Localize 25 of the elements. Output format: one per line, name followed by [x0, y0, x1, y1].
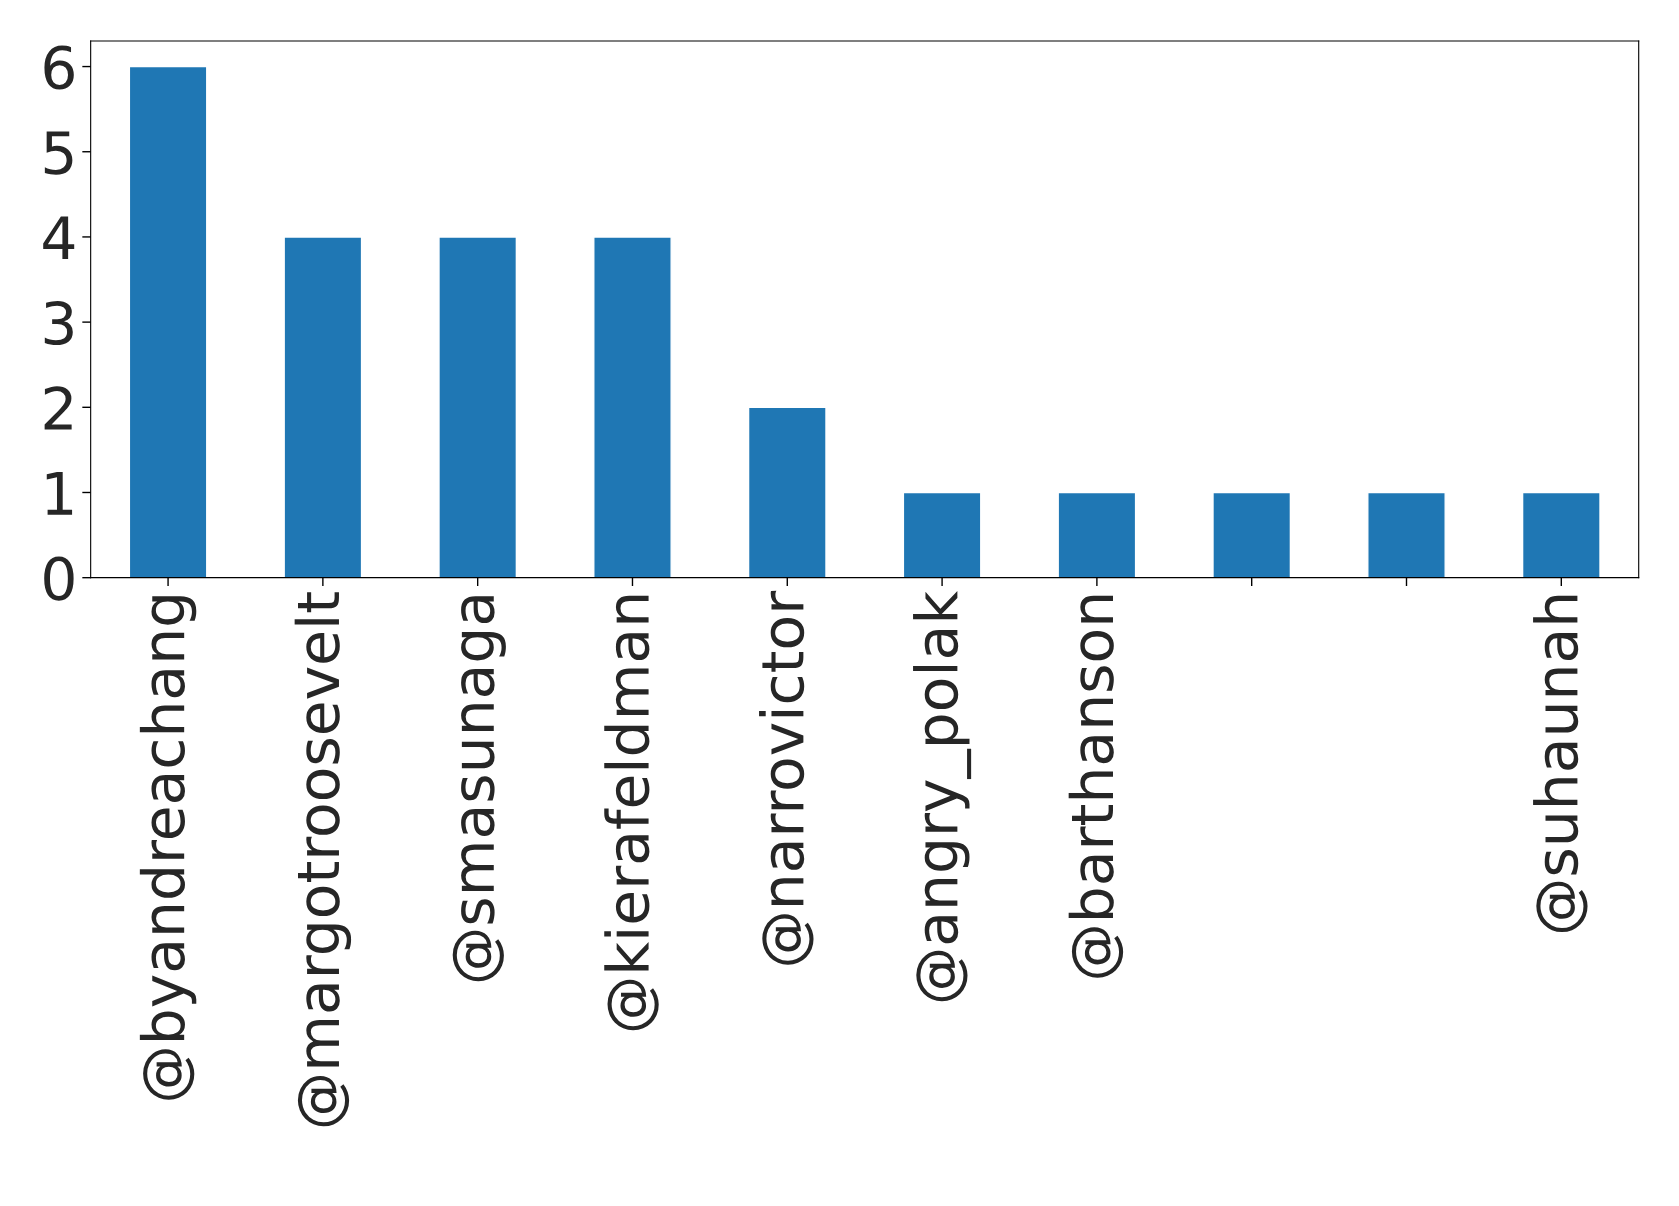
- bar: [1057, 491, 1137, 578]
- bar: [1367, 491, 1446, 578]
- bar: [902, 491, 982, 578]
- x-tick-label: @kierafeldman: [604, 595, 659, 1031]
- bar: [1212, 491, 1292, 578]
- y-tick-label: 5: [44, 131, 73, 175]
- y-tick-label: 3: [44, 300, 73, 346]
- x-tick-label: @smasunaga: [452, 596, 506, 982]
- y-tick-label: 2: [44, 386, 72, 430]
- y-tick-label: 4: [43, 216, 75, 260]
- bar: [1521, 491, 1601, 578]
- x-tick-label: @barthanson: [1068, 595, 1124, 978]
- bar: [283, 236, 363, 578]
- bar: [593, 236, 672, 578]
- bar: [747, 406, 827, 578]
- x-tick-label: @margotroosevelt: [294, 592, 352, 1127]
- y-tick-label: 1: [46, 472, 73, 515]
- bar: [438, 236, 518, 578]
- x-tick-label: @angry_polak: [913, 591, 972, 1002]
- x-tick-label: @suhaunah: [1533, 595, 1588, 933]
- x-tick-label: @byandreachang: [139, 596, 197, 1100]
- y-tick-label: 6: [44, 45, 74, 90]
- x-tick-label: @narrovictor: [759, 590, 814, 965]
- y-tick-label: 0: [44, 556, 74, 601]
- bar: [128, 65, 208, 578]
